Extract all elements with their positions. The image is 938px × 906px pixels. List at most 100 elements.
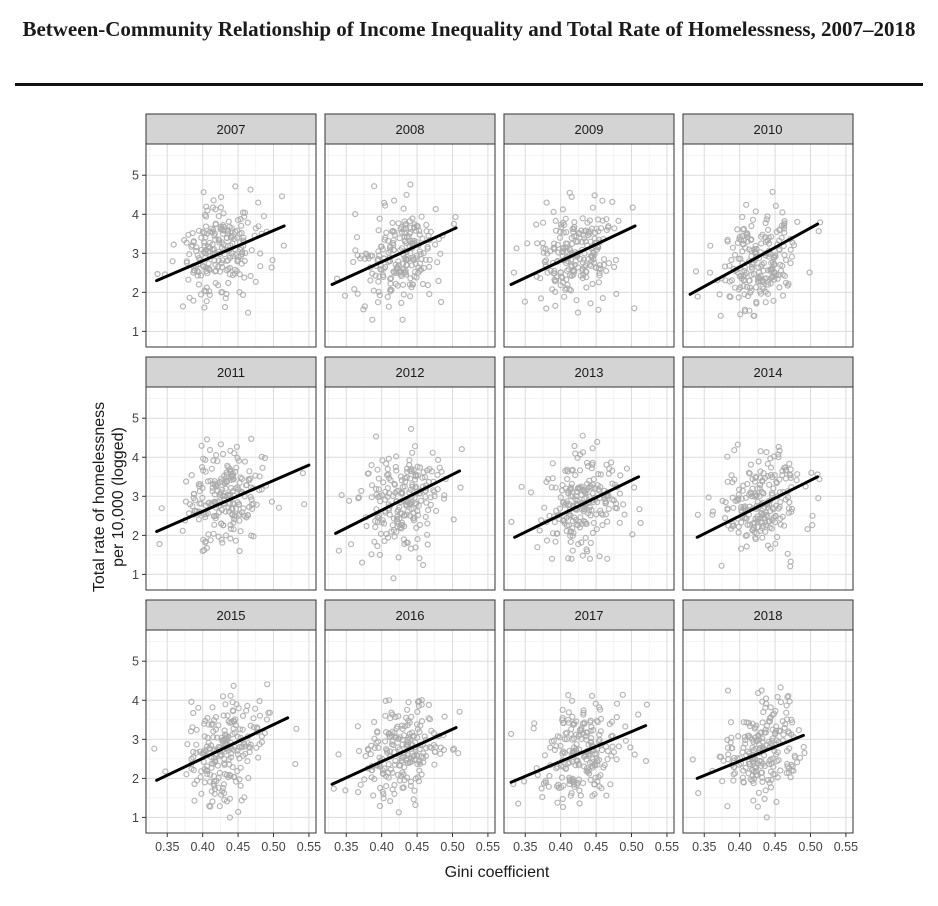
data-point (189, 724, 196, 731)
data-point (776, 476, 783, 483)
data-point (565, 691, 572, 699)
data-point (781, 220, 788, 227)
data-point (212, 236, 219, 243)
data-point (381, 236, 388, 243)
data-point (203, 436, 211, 443)
data-point (225, 464, 232, 471)
data-point (412, 801, 419, 809)
data-point (203, 767, 210, 774)
data-point (203, 268, 210, 275)
data-point (745, 491, 753, 498)
data-point (566, 759, 573, 766)
data-point (783, 747, 791, 755)
data-point (407, 275, 414, 282)
data-point (419, 474, 426, 481)
data-point (637, 519, 644, 527)
data-point (197, 291, 205, 298)
data-point (231, 450, 238, 457)
data-point (408, 425, 415, 432)
data-point (582, 534, 589, 542)
data-point (218, 289, 225, 296)
y-tick-label: 4 (132, 208, 139, 222)
data-point (186, 501, 194, 508)
data-point (208, 721, 215, 729)
data-point (762, 299, 769, 306)
data-point (398, 299, 405, 306)
data-point (574, 309, 582, 316)
data-point (592, 774, 599, 781)
data-point (593, 225, 600, 232)
data-point (546, 512, 553, 519)
data-point (227, 535, 234, 542)
data-point (212, 221, 219, 228)
data-point (218, 506, 226, 514)
data-point (562, 240, 570, 247)
data-points (508, 691, 651, 811)
data-point (395, 809, 402, 816)
data-point (247, 272, 254, 280)
data-point (784, 693, 791, 701)
facet-panel-2015: 2015 1 2 3 4 5 0.35 0.40 0.45 0.50 0.55 (132, 599, 321, 854)
data-point (250, 724, 257, 731)
facet-strip (682, 356, 854, 388)
data-point (238, 509, 245, 516)
data-point (401, 483, 408, 490)
data-point (621, 511, 628, 518)
data-point (568, 697, 576, 704)
data-point (730, 504, 737, 511)
data-point (390, 268, 397, 275)
data-point (555, 784, 562, 792)
data-point (761, 275, 769, 283)
data-point (209, 228, 216, 236)
data-point (745, 469, 753, 476)
data-point (767, 768, 775, 775)
data-point (200, 189, 207, 196)
data-point (368, 774, 375, 781)
data-point (203, 230, 211, 237)
data-point (421, 474, 429, 481)
data-point (595, 756, 603, 764)
facet-strip (324, 599, 496, 631)
data-point (256, 473, 263, 480)
regression-line (155, 716, 290, 782)
data-point (384, 466, 391, 473)
data-point (513, 245, 520, 252)
data-point (776, 247, 783, 254)
data-point (709, 511, 716, 518)
data-point (380, 479, 387, 486)
data-point (794, 471, 801, 478)
data-point (553, 743, 560, 750)
data-point (429, 449, 436, 456)
data-point (403, 271, 410, 278)
data-point (372, 523, 379, 531)
data-point (777, 684, 784, 691)
data-point (431, 761, 438, 768)
data-point (204, 770, 211, 778)
data-point (235, 486, 242, 493)
data-point (368, 462, 375, 469)
data-point (399, 316, 406, 323)
data-point (576, 787, 583, 794)
data-point (539, 219, 547, 226)
data-point (401, 523, 408, 530)
data-point (426, 263, 433, 270)
data-point (421, 733, 428, 740)
data-point (230, 501, 237, 508)
data-point (241, 257, 248, 265)
data-point (410, 257, 417, 264)
data-point (729, 494, 736, 501)
data-point (292, 760, 299, 768)
data-point (351, 286, 358, 293)
data-point (239, 712, 247, 720)
data-point (441, 495, 448, 502)
data-point (770, 269, 778, 276)
data-point (795, 726, 803, 734)
data-point (211, 513, 218, 520)
data-point (183, 478, 190, 485)
data-point (643, 701, 651, 708)
data-point (808, 469, 815, 476)
data-point (222, 532, 230, 539)
data-point (779, 262, 786, 269)
data-point (393, 453, 400, 460)
data-point (394, 771, 402, 779)
